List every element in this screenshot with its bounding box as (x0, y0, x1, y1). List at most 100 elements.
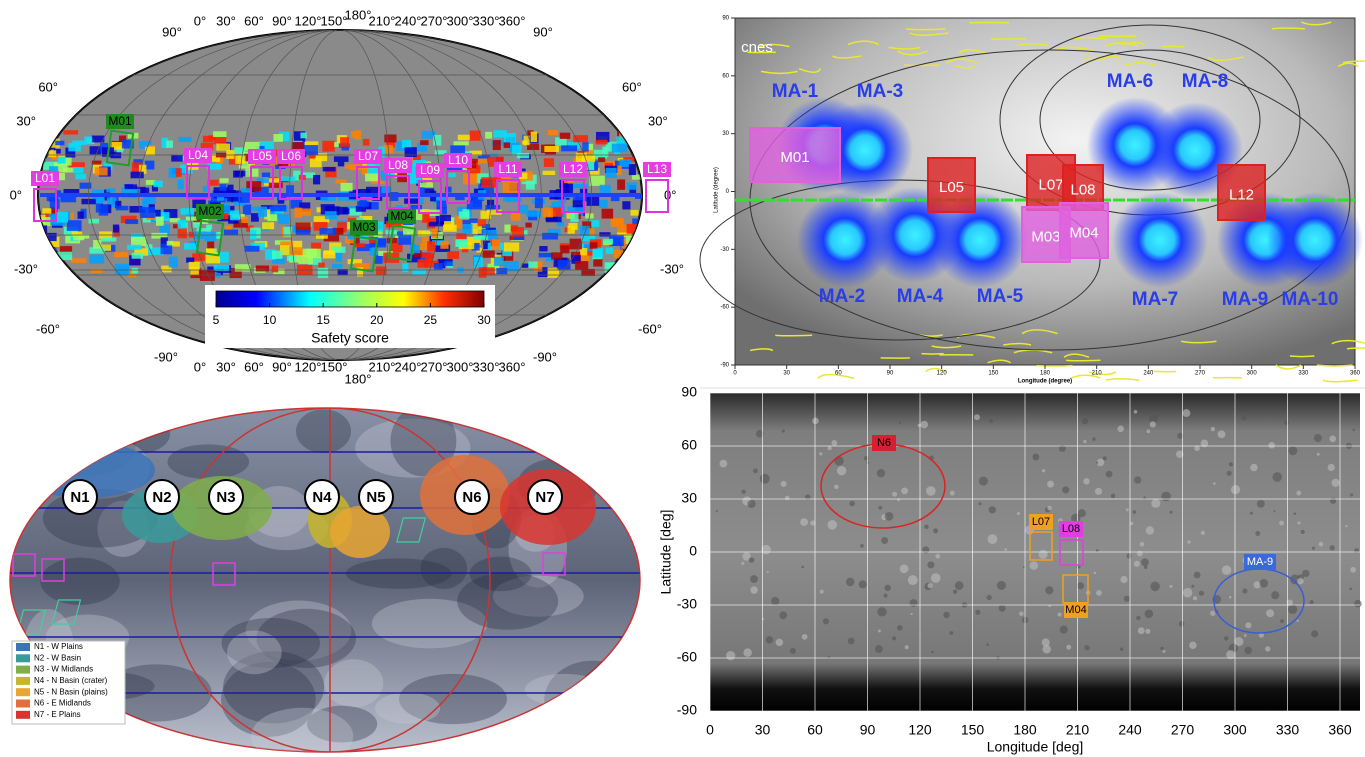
terrain-cell (332, 264, 342, 269)
terrain-cell (637, 264, 644, 270)
terrain-cell (463, 173, 477, 184)
boulder (776, 639, 783, 646)
site-label: M02 (198, 204, 222, 218)
boulder (997, 581, 1006, 590)
site-label: L11 (498, 162, 517, 176)
boulder (1042, 645, 1050, 653)
terrain-cell (384, 134, 396, 142)
boulder (1160, 647, 1163, 650)
terrain-cell (272, 251, 283, 259)
boulder (979, 476, 988, 485)
boulder (1298, 521, 1301, 524)
terrain-cell (659, 244, 675, 251)
boulder (1145, 629, 1150, 634)
terrain-cell (343, 208, 350, 214)
site-label: N6 (877, 437, 891, 449)
site-label: M01 (780, 149, 809, 166)
boulder (1350, 493, 1353, 496)
site-label: L12 (1229, 186, 1254, 203)
terrain-cell (606, 248, 614, 255)
contour-yellow (906, 29, 945, 30)
terrain-cell (504, 242, 519, 251)
boulder (859, 580, 867, 588)
terrain-cell (651, 196, 664, 201)
boulder (834, 485, 839, 490)
terrain-cell (431, 228, 438, 238)
boulder (1265, 646, 1270, 651)
terrain-cell (180, 208, 194, 215)
terrain-cell (37, 269, 49, 276)
boulder (1187, 540, 1190, 543)
terrain-cell (345, 165, 354, 169)
boulder (726, 651, 735, 660)
terrain-cell (455, 239, 467, 247)
boulder (1106, 471, 1113, 478)
boulder (931, 573, 941, 583)
contour-yellow (1290, 356, 1314, 357)
terrain-cell (632, 241, 645, 245)
terrain-cell (598, 157, 605, 162)
terrain-cell (440, 241, 448, 249)
boulder (1241, 415, 1247, 421)
region-label: N6 (462, 489, 481, 506)
terrain-cell (251, 213, 259, 222)
boulder (760, 474, 770, 484)
terrain-cell (300, 133, 306, 139)
legend-swatch (16, 666, 30, 674)
boulder (1271, 591, 1279, 599)
boulder (989, 419, 993, 423)
colorbar-tick-label: 25 (424, 313, 438, 327)
terrain-cell (447, 251, 459, 259)
terrain-cell (63, 130, 78, 134)
boulder (1288, 605, 1297, 614)
legend-label: N2 - W Basin (34, 653, 81, 662)
boulder (989, 506, 996, 513)
terrain-cell (669, 239, 684, 247)
lon-tick-label: 150 (988, 371, 999, 377)
boulder (1096, 549, 1099, 552)
legend-swatch (16, 688, 30, 696)
terrain-cell (184, 243, 197, 250)
terrain-cell (273, 134, 282, 142)
terrain-cell (55, 141, 64, 146)
terrain-cell (178, 220, 187, 229)
boulder (827, 520, 837, 530)
region-label: N2 (152, 489, 171, 506)
terrain-cell (205, 232, 217, 242)
lon-tick-label: 150 (961, 722, 985, 738)
lon-label: 90° (272, 359, 292, 374)
boulder (1352, 429, 1355, 432)
boulder (1229, 596, 1232, 599)
boulder (1151, 499, 1160, 508)
boulder (975, 610, 980, 615)
terrain-cell (318, 268, 328, 278)
terrain-cell (494, 257, 504, 266)
boulder (1345, 525, 1347, 527)
legend-swatch (16, 700, 30, 708)
terrain-cell (646, 242, 658, 248)
terrain-cell (649, 176, 659, 186)
terrain-cell (647, 144, 657, 149)
boulder (987, 595, 992, 600)
terrain-cell (99, 205, 108, 216)
shade (525, 674, 605, 706)
lat-tick-label: 60 (681, 437, 697, 453)
boulder (899, 422, 901, 424)
lon-label: 180° (345, 371, 372, 386)
terrain-cell (140, 207, 155, 218)
lon-label: 330° (473, 359, 500, 374)
boulder (1004, 548, 1007, 551)
site-label: L01 (35, 171, 55, 185)
colorbar-tick-label: 15 (317, 313, 331, 327)
site-label: L12 (563, 162, 583, 176)
terrain-cell (646, 230, 660, 235)
lon-tick-label: 240 (1118, 722, 1142, 738)
boulder (1170, 511, 1173, 514)
lat-tick-label: -90 (677, 702, 697, 718)
lon-label: 60° (244, 13, 264, 28)
terrain-cell (629, 164, 636, 175)
boulder (1134, 476, 1141, 483)
terrain-cell (492, 239, 500, 249)
boulder (931, 651, 933, 653)
lat-label: -60° (638, 321, 662, 336)
